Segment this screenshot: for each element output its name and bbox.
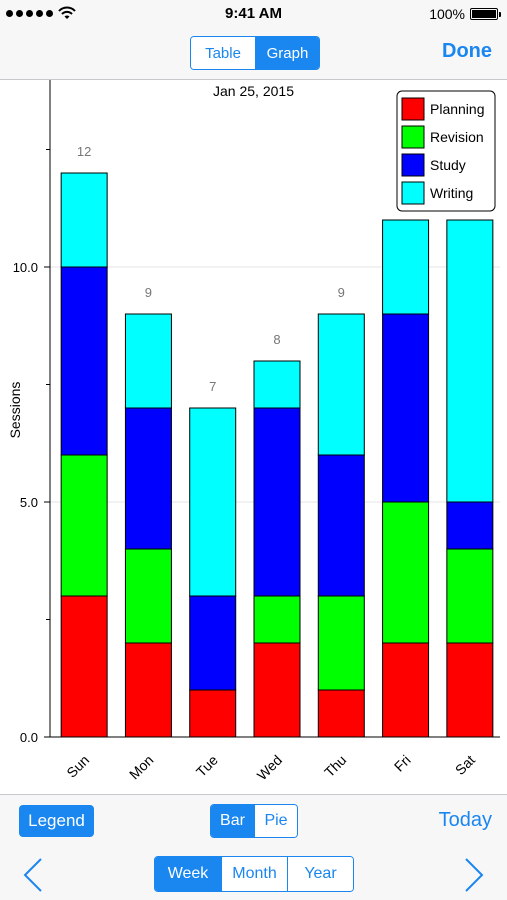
bar-total-label: 9 <box>338 285 345 300</box>
x-tick-label: Sun <box>63 752 92 781</box>
y-axis-label: Sessions <box>7 382 23 439</box>
bar-segment-study-fri <box>382 313 430 503</box>
bar-segment-study-sat <box>446 501 494 550</box>
bar-segment-planning-fri <box>382 642 430 738</box>
bar-segment-writing-mon <box>124 313 172 409</box>
today-button[interactable]: Today <box>438 809 492 831</box>
bottom-toolbar: Legend Bar Pie Today Week Month Year <box>0 794 507 900</box>
status-bar: 9:41 AM 100% <box>0 0 507 28</box>
bar-segment-revision-mon <box>124 548 172 644</box>
bar-total-label: 8 <box>273 332 280 347</box>
done-button[interactable]: Done <box>442 40 492 62</box>
bar-segment-study-tue <box>189 595 237 691</box>
bar-total-label: 7 <box>209 379 216 394</box>
legend-swatch-revision <box>401 125 425 149</box>
legend-label-revision: Revision <box>430 129 484 145</box>
navigation-bar: Table Graph Done <box>0 28 507 80</box>
bar-segment-revision-fri <box>382 501 430 644</box>
bar-segment-planning-thu <box>317 689 365 738</box>
bar-segment[interactable]: Bar <box>211 805 254 837</box>
bar-segment-revision-sun <box>60 454 108 597</box>
bar-segment-writing-tue <box>189 407 237 597</box>
x-tick-label: Tue <box>193 752 221 780</box>
battery-percentage: 100% <box>429 6 465 22</box>
wifi-icon <box>58 6 76 19</box>
bar-segment-study-wed <box>253 407 301 597</box>
legend-label-study: Study <box>430 157 466 173</box>
bar-segment-writing-sat <box>446 219 494 503</box>
x-tick-label: Mon <box>126 752 157 783</box>
bar-segment-writing-wed <box>253 360 301 409</box>
legend-button[interactable]: Legend <box>19 805 94 837</box>
y-tick-label: 5.0 <box>20 495 38 510</box>
battery-icon <box>470 8 501 20</box>
legend-swatch-planning <box>401 97 425 121</box>
year-segment[interactable]: Year <box>287 857 353 891</box>
bar-segment-writing-fri <box>382 219 430 315</box>
bar-segment-revision-wed <box>253 595 301 644</box>
x-tick-label: Thu <box>321 752 349 780</box>
legend-label-planning: Planning <box>430 101 485 117</box>
legend-swatch-study <box>401 153 425 177</box>
range-segmented-control[interactable]: Week Month Year <box>154 856 354 892</box>
bar-segment-planning-sat <box>446 642 494 738</box>
bar-segment-study-mon <box>124 407 172 550</box>
chevron-left-icon[interactable] <box>22 857 44 893</box>
bar-total-label: 12 <box>77 144 91 159</box>
table-segment[interactable]: Table <box>191 37 255 69</box>
view-mode-segmented-control[interactable]: Table Graph <box>190 36 320 70</box>
month-segment[interactable]: Month <box>221 857 287 891</box>
signal-strength-icon <box>6 10 53 17</box>
chart-date: Jan 25, 2015 <box>213 83 294 99</box>
y-tick-label: 10.0 <box>13 260 38 275</box>
chevron-right-icon[interactable] <box>463 857 485 893</box>
bar-segment-planning-mon <box>124 642 172 738</box>
week-segment[interactable]: Week <box>155 857 221 891</box>
chart-type-segmented-control[interactable]: Bar Pie <box>210 804 298 838</box>
x-tick-label: Wed <box>254 752 285 783</box>
legend-swatch-writing <box>401 181 425 205</box>
bar-segment-study-sun <box>60 266 108 456</box>
graph-segment[interactable]: Graph <box>255 37 319 69</box>
y-tick-label: 0.0 <box>20 730 38 745</box>
bar-total-label: 9 <box>145 285 152 300</box>
stacked-bar-chart: 0.05.010.0Sessions12Sun9Mon7Tue8Wed9Thu1… <box>7 80 500 783</box>
pie-segment[interactable]: Pie <box>254 805 297 837</box>
status-time: 9:41 AM <box>225 5 282 22</box>
legend-box <box>396 90 496 212</box>
bar-segment-planning-sun <box>60 595 108 738</box>
bar-segment-writing-sun <box>60 172 108 268</box>
x-tick-label: Sat <box>452 752 478 778</box>
bar-segment-planning-tue <box>189 689 237 738</box>
bar-segment-writing-thu <box>317 313 365 456</box>
legend-label-writing: Writing <box>430 185 473 201</box>
bar-segment-planning-wed <box>253 642 301 738</box>
bar-segment-revision-thu <box>317 595 365 691</box>
bar-segment-revision-sat <box>446 548 494 644</box>
x-tick-label: Fri <box>391 752 414 775</box>
bar-segment-study-thu <box>317 454 365 597</box>
